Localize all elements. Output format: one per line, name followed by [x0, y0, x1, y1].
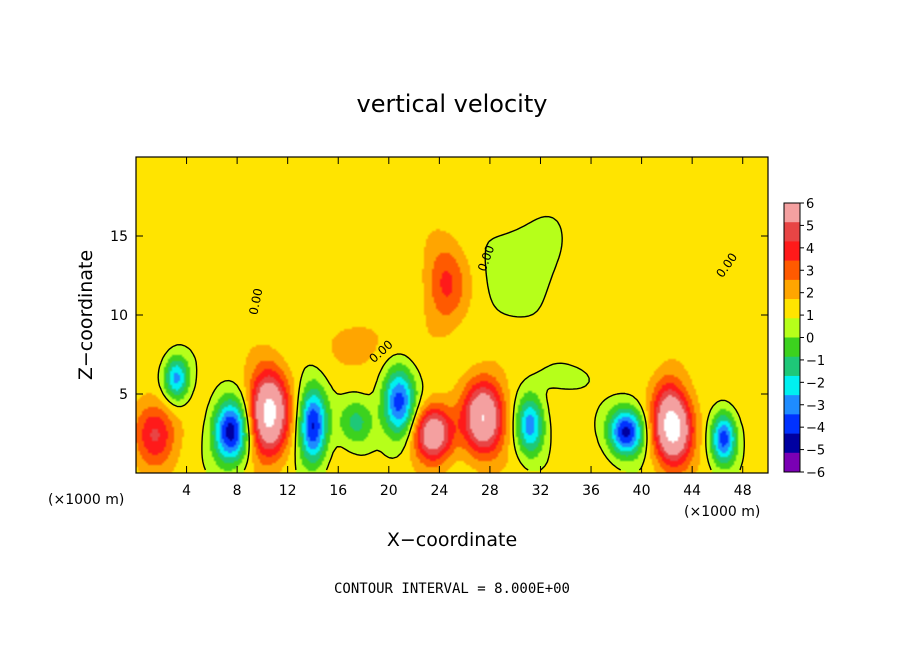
colorbar-tick-label: 5 — [806, 219, 814, 234]
colorbar-tick-label: 1 — [806, 309, 814, 324]
colorbar-segment — [784, 337, 800, 358]
plot-area: 0.000.000.00 0.00 4 8 12 16 20 24 28 32 36 40 44 48 … — [110, 156, 769, 499]
zero-contour-path — [157, 215, 745, 471]
colorbar-segment — [784, 241, 800, 261]
y-tick-label: 10 — [110, 308, 128, 324]
colorbar-segment — [784, 395, 800, 415]
x-tick-label: 12 — [279, 483, 297, 499]
colorbar-segment — [784, 318, 800, 338]
colorbar-tick-label: 0 — [806, 332, 814, 347]
x-tick-label: 44 — [683, 483, 701, 499]
x-tick-label: 48 — [734, 483, 752, 499]
x-tick-label: 40 — [633, 483, 651, 499]
colorbar-tick-label: −3 — [806, 399, 825, 414]
colorbar-segment — [784, 433, 800, 454]
x-tick-label: 4 — [182, 483, 191, 499]
colorbar-tick-label: −1 — [806, 354, 825, 369]
velocity-field-image — [136, 157, 768, 473]
colorbar-segment — [784, 279, 800, 300]
x-tick-label: 16 — [329, 483, 347, 499]
y-tick-label: 15 — [110, 229, 128, 245]
y-axis-ticks: 5 10 15 — [110, 229, 768, 403]
zero-contour-lines: 0.000.000.00 0.00 — [157, 215, 745, 471]
colorbar-tick-label: 3 — [806, 264, 814, 279]
x-tick-label: 36 — [582, 483, 600, 499]
colorbar-tick-label: −5 — [806, 444, 825, 459]
y-tick-label: 5 — [119, 387, 128, 403]
x-axis-label: X−coordinate — [387, 529, 517, 551]
x-unit-label-right: (×1000 m) — [684, 504, 760, 520]
chart-title: vertical velocity — [357, 90, 548, 118]
x-tick-label: 32 — [532, 483, 550, 499]
colorbar-tick-label: 2 — [806, 287, 814, 302]
contour-label: 0.00 — [246, 287, 265, 316]
x-tick-label: 8 — [233, 483, 242, 499]
contour-interval-footer: CONTOUR INTERVAL = 8.000E+00 — [334, 581, 570, 597]
colorbar-segment — [784, 299, 800, 319]
colorbar-segment — [784, 356, 800, 377]
colorbar-segment — [784, 222, 800, 242]
colorbar-tick-label: 6 — [806, 197, 814, 212]
colorbar-tick-label: −6 — [806, 466, 825, 481]
colorbar: 6 5 4 3 2 1 0 −1 −2 −3 −4 −5 −6 — [783, 197, 825, 481]
x-tick-label: 20 — [380, 483, 398, 499]
colorbar-segment — [784, 414, 800, 434]
colorbar-segment — [784, 452, 800, 473]
colorbar-segment — [784, 260, 800, 281]
x-tick-label: 28 — [481, 483, 499, 499]
x-axis-ticks: 4 8 12 16 20 24 28 32 36 40 44 48 — [182, 157, 752, 499]
colorbar-tick-label: 4 — [806, 242, 814, 257]
colorbar-tick-label: −4 — [806, 421, 825, 436]
x-unit-label-left: (×1000 m) — [48, 492, 124, 508]
colorbar-segment — [784, 375, 800, 396]
colorbar-segment — [784, 203, 800, 223]
colorbar-tick-label: −2 — [806, 376, 825, 391]
x-tick-label: 24 — [430, 483, 448, 499]
y-axis-label: Z−coordinate — [75, 250, 97, 380]
